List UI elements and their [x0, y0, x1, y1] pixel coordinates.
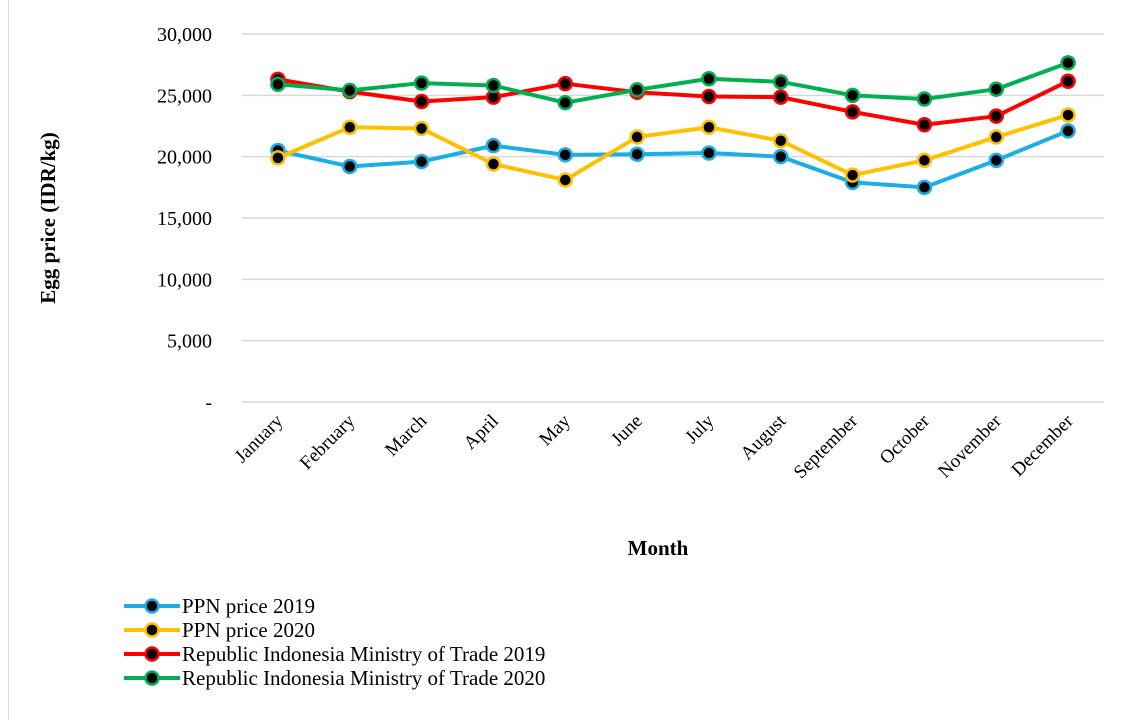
data-point — [342, 158, 358, 175]
legend-item: Republic Indonesia Ministry of Trade 201… — [124, 642, 545, 666]
data-point — [844, 167, 861, 183]
data-point — [1060, 73, 1076, 89]
series-line — [275, 128, 1071, 190]
legend-item: PPN price 2019 — [124, 594, 315, 618]
y-tick-label: 25,000 — [157, 85, 212, 107]
data-point — [485, 137, 502, 154]
data-point — [988, 108, 1004, 124]
data-point — [844, 87, 861, 104]
data-point — [485, 156, 502, 172]
legend-swatch-marker — [144, 646, 160, 662]
series-lines — [270, 55, 1076, 196]
data-point — [773, 132, 789, 149]
legend-item: PPN price 2020 — [124, 618, 315, 642]
x-tick-label: September — [790, 410, 863, 483]
x-axis-title: Month — [628, 536, 689, 560]
series-3 — [270, 71, 1076, 133]
data-point — [701, 119, 717, 135]
data-point — [270, 150, 286, 166]
legend-swatch-marker — [144, 670, 160, 686]
data-point — [270, 76, 286, 93]
data-point — [342, 82, 358, 99]
data-point — [557, 94, 573, 111]
data-point — [557, 147, 573, 163]
data-point — [485, 77, 502, 94]
data-point — [988, 129, 1004, 145]
data-point — [629, 82, 645, 98]
series-1 — [270, 123, 1076, 196]
data-point — [629, 129, 645, 145]
data-point — [773, 89, 789, 105]
data-point — [557, 75, 573, 92]
x-tick-label: January — [231, 410, 288, 467]
y-tick-label: 30,000 — [157, 24, 212, 46]
y-tick-label: - — [205, 392, 212, 414]
y-tick-label: 5,000 — [167, 331, 212, 353]
frame-border — [8, 0, 9, 720]
x-tick-label: May — [535, 410, 575, 450]
data-point — [988, 152, 1004, 169]
data-point — [342, 119, 358, 135]
x-tick-labels: January February March April May June July Augu… — [231, 410, 1078, 483]
data-point — [916, 117, 933, 133]
x-tick-label: June — [607, 411, 646, 450]
y-tick-label: 20,000 — [157, 147, 212, 169]
legend-label: Republic Indonesia Ministry of Trade 201… — [182, 642, 545, 666]
series-4 — [270, 55, 1076, 111]
data-point — [701, 88, 717, 105]
data-point — [557, 172, 573, 188]
data-point — [916, 152, 933, 169]
y-tick-label: 10,000 — [157, 269, 212, 291]
data-point — [413, 120, 430, 137]
series-line — [275, 77, 1071, 127]
x-tick-label: November — [934, 410, 1006, 482]
series-2 — [270, 107, 1076, 188]
data-point — [701, 71, 717, 87]
data-point — [413, 153, 430, 170]
x-tick-label: October — [876, 410, 935, 469]
legend-label: PPN price 2020 — [182, 618, 315, 642]
x-tick-label: February — [296, 410, 360, 474]
legend-swatch-marker — [144, 622, 160, 638]
legend-label: PPN price 2019 — [182, 594, 315, 618]
legend-label: Republic Indonesia Ministry of Trade 202… — [182, 666, 545, 690]
data-point — [701, 145, 717, 161]
legend-item: Republic Indonesia Ministry of Trade 202… — [124, 666, 545, 690]
legend-swatch-marker — [144, 598, 160, 614]
x-tick-label: December — [1008, 410, 1079, 481]
y-axis-title: Egg price (IDR/kg) — [36, 132, 60, 304]
data-point — [1060, 123, 1076, 139]
data-point — [1060, 107, 1076, 123]
x-tick-label: July — [681, 410, 719, 448]
data-point — [773, 148, 789, 165]
y-tick-labels: - 5,000 10,000 15,000 20,000 25,000 30,000 — [157, 24, 212, 414]
data-point — [916, 91, 933, 107]
data-point — [773, 74, 789, 90]
data-point — [413, 75, 430, 91]
series-line — [275, 112, 1071, 182]
data-point — [844, 104, 861, 120]
data-point — [988, 81, 1004, 97]
x-tick-label: August — [737, 410, 791, 464]
data-point — [413, 93, 430, 110]
data-point — [1060, 55, 1076, 71]
data-point — [629, 146, 645, 162]
data-point — [916, 179, 933, 196]
y-tick-label: 15,000 — [157, 208, 212, 230]
x-tick-label: April — [460, 411, 503, 454]
series-line — [275, 60, 1071, 105]
x-tick-label: March — [381, 410, 431, 460]
